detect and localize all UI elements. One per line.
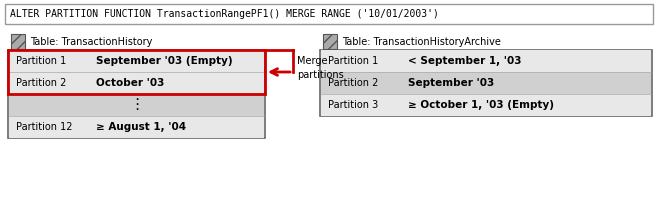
Bar — [5, 4, 653, 24]
Bar — [8, 50, 265, 94]
Bar — [9, 94, 264, 116]
Text: September '03: September '03 — [408, 78, 494, 88]
Text: Partition 3: Partition 3 — [328, 100, 378, 110]
Bar — [321, 50, 651, 72]
Bar — [9, 72, 264, 94]
Text: Partition 1: Partition 1 — [328, 56, 378, 66]
Text: Table: TransactionHistory: Table: TransactionHistory — [30, 37, 152, 47]
Text: Partition 12: Partition 12 — [16, 122, 73, 132]
Text: October '03: October '03 — [96, 78, 164, 88]
Bar — [9, 116, 264, 138]
Text: < September 1, '03: < September 1, '03 — [408, 56, 521, 66]
Text: Table: TransactionHistoryArchive: Table: TransactionHistoryArchive — [342, 37, 501, 47]
Text: Partition 2: Partition 2 — [328, 78, 378, 88]
Text: ALTER PARTITION FUNCTION TransactionRangePF1() MERGE RANGE ('10/01/2003'): ALTER PARTITION FUNCTION TransactionRang… — [10, 9, 439, 19]
Text: ≥ August 1, '04: ≥ August 1, '04 — [96, 122, 186, 132]
Bar — [8, 50, 265, 138]
Text: ⋮: ⋮ — [129, 97, 144, 113]
Bar — [323, 34, 337, 49]
Bar — [321, 72, 651, 94]
Text: September '03 (Empty): September '03 (Empty) — [96, 56, 232, 66]
Text: Partition 2: Partition 2 — [16, 78, 67, 88]
Bar — [11, 34, 25, 49]
Text: Partition 1: Partition 1 — [16, 56, 66, 66]
Bar — [320, 50, 652, 116]
Text: Merge
partitions: Merge partitions — [297, 56, 344, 80]
Text: ≥ October 1, '03 (Empty): ≥ October 1, '03 (Empty) — [408, 100, 554, 110]
Bar — [321, 94, 651, 116]
Bar — [9, 50, 264, 72]
